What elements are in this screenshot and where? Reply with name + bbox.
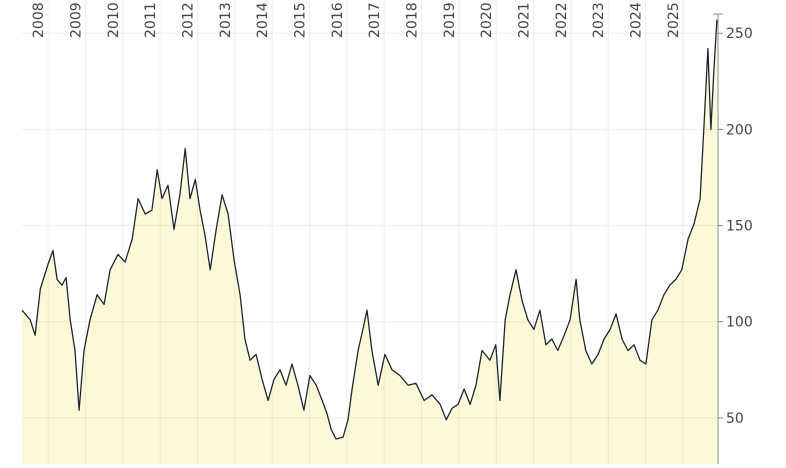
x-tick-label: 2016 bbox=[330, 2, 346, 38]
x-tick-label: 2023 bbox=[591, 2, 607, 38]
x-tick-label: 2009 bbox=[68, 2, 84, 38]
y-tick-label: 100 bbox=[726, 315, 753, 331]
x-tick-label: 2025 bbox=[666, 2, 682, 38]
y-tick-label: 250 bbox=[726, 26, 753, 42]
x-tick-label: 2019 bbox=[442, 2, 458, 38]
x-tick-label: 2022 bbox=[554, 2, 570, 38]
area bbox=[22, 19, 717, 465]
x-tick-label: 2021 bbox=[517, 2, 533, 38]
x-tick-label: 2024 bbox=[629, 2, 645, 38]
y-tick-label: 50 bbox=[726, 411, 744, 427]
x-tick-label: 2010 bbox=[106, 2, 122, 38]
x-tick-label: 2013 bbox=[218, 2, 234, 38]
y-tick-label: 200 bbox=[726, 122, 753, 138]
x-tick-label: 2011 bbox=[143, 2, 159, 38]
x-tick-label: 2012 bbox=[180, 2, 196, 38]
x-tick-label: 2008 bbox=[31, 2, 47, 38]
x-tick-label: 2015 bbox=[293, 2, 309, 38]
x-tick-label: 2017 bbox=[367, 2, 383, 38]
line bbox=[21, 19, 718, 440]
x-tick-label: 2014 bbox=[255, 2, 271, 38]
y-tick-label: 150 bbox=[726, 219, 753, 235]
x-tick-label: 2020 bbox=[479, 2, 495, 38]
x-tick-label: 2018 bbox=[405, 2, 421, 38]
